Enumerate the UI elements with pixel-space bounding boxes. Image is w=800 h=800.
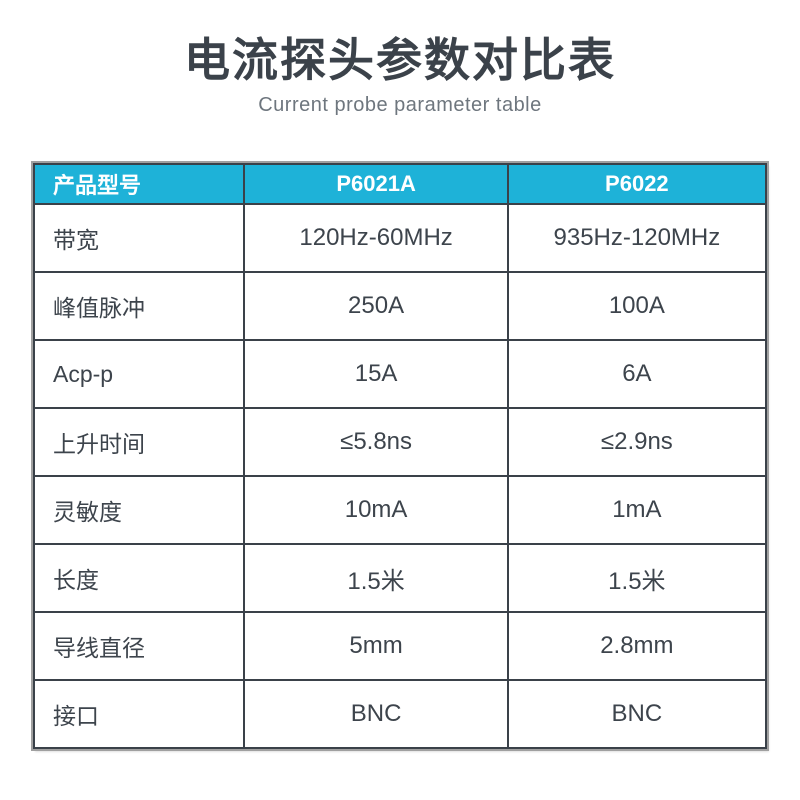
value-p6021a: 1.5米 — [243, 543, 509, 613]
header-product-model: 产品型号 — [32, 163, 246, 205]
table-row-length: 长度 1.5米 1.5米 — [32, 543, 768, 613]
value-p6022: 2.8mm — [506, 611, 768, 681]
header-row: 产品型号 P6021A P6022 — [32, 163, 768, 205]
value-p6022: 1mA — [506, 475, 768, 545]
table-row-bandwidth: 带宽 120Hz-60MHz 935Hz-120MHz — [32, 203, 768, 273]
value-p6022: 1.5米 — [506, 543, 768, 613]
value-p6022: 6A — [506, 339, 768, 409]
row-label: 峰值脉冲 — [32, 271, 246, 341]
table-row-peak-pulse: 峰值脉冲 250A 100A — [32, 271, 768, 341]
table-row-sensitivity: 灵敏度 10mA 1mA — [32, 475, 768, 545]
row-label: 接口 — [32, 679, 246, 749]
value-p6021a: 15A — [243, 339, 509, 409]
value-p6021a: 10mA — [243, 475, 509, 545]
row-label: 灵敏度 — [32, 475, 246, 545]
value-p6021a: 5mm — [243, 611, 509, 681]
value-p6022: 100A — [506, 271, 768, 341]
table-row-wire-diameter: 导线直径 5mm 2.8mm — [32, 611, 768, 681]
value-p6021a: 250A — [243, 271, 509, 341]
row-label: 上升时间 — [32, 407, 246, 477]
row-label: Acp-p — [32, 339, 246, 409]
comparison-table-container: 产品型号 P6021A P6022 带宽 120Hz-60MHz 935Hz-1… — [32, 163, 768, 749]
header-p6022: P6022 — [506, 163, 768, 205]
row-label: 长度 — [32, 543, 246, 613]
row-label: 带宽 — [32, 203, 246, 273]
table-row-acp-p: Acp-p 15A 6A — [32, 339, 768, 409]
value-p6021a: ≤5.8ns — [243, 407, 509, 477]
row-label: 导线直径 — [32, 611, 246, 681]
value-p6022: BNC — [506, 679, 768, 749]
value-p6022: ≤2.9ns — [506, 407, 768, 477]
header-p6021a: P6021A — [243, 163, 509, 205]
value-p6021a: 120Hz-60MHz — [243, 203, 509, 273]
comparison-table: 产品型号 P6021A P6022 带宽 120Hz-60MHz 935Hz-1… — [32, 163, 768, 749]
page-subtitle: Current probe parameter table — [258, 93, 542, 116]
value-p6021a: BNC — [243, 679, 509, 749]
table-row-rise-time: 上升时间 ≤5.8ns ≤2.9ns — [32, 407, 768, 477]
table-row-interface: 接口 BNC BNC — [32, 679, 768, 749]
value-p6022: 935Hz-120MHz — [506, 203, 768, 273]
page-title: 电流探头参数对比表 — [184, 34, 616, 86]
